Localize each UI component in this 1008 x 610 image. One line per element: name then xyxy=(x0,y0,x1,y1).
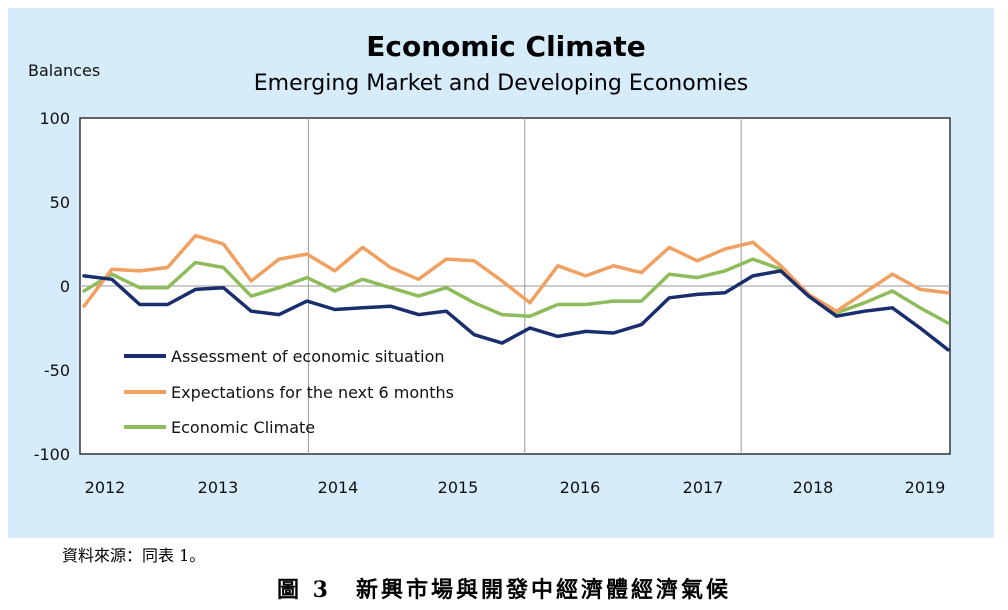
x-tick-label: 2015 xyxy=(438,478,479,497)
y-tick-label: 100 xyxy=(39,109,70,128)
x-tick-label: 2019 xyxy=(905,478,946,497)
series-line xyxy=(82,269,950,352)
legend-label: Assessment of economic situation xyxy=(171,347,445,366)
y-tick-label: -100 xyxy=(34,445,70,464)
y-axis-label: Balances xyxy=(28,61,100,80)
y-tick-label: 0 xyxy=(60,277,70,296)
x-tick-label: 2017 xyxy=(683,478,724,497)
series-lines xyxy=(82,233,950,352)
legend-label: Economic Climate xyxy=(171,418,315,437)
chart-title: Economic Climate xyxy=(366,30,645,63)
figure-caption: 圖 3 新興市場與開發中經濟體經濟氣候 xyxy=(277,577,731,603)
y-tick-label: -50 xyxy=(44,361,70,380)
y-tick-label: 50 xyxy=(50,193,70,212)
economic-climate-chart: Economic Climate Emerging Market and Dev… xyxy=(28,30,951,497)
x-tick-labels: 2012 2013 2014 2015 2016 2017 2018 2019 xyxy=(85,478,946,497)
x-tick-label: 2016 xyxy=(560,478,601,497)
x-tick-label: 2018 xyxy=(793,478,834,497)
x-tick-label: 2013 xyxy=(198,478,239,497)
legend-label: Expectations for the next 6 months xyxy=(171,383,454,402)
x-tick-label: 2014 xyxy=(318,478,359,497)
source-note: 資料來源：同表 1。 xyxy=(62,546,206,565)
x-tick-label: 2012 xyxy=(85,478,126,497)
chart-panel: Economic Climate Emerging Market and Dev… xyxy=(8,8,994,538)
y-tick-labels: 100 50 0 -50 -100 xyxy=(34,109,70,464)
chart-subtitle: Emerging Market and Developing Economies xyxy=(254,71,748,96)
grid-lines xyxy=(80,118,950,454)
legend: Assessment of economic situation Expectat… xyxy=(124,347,454,437)
